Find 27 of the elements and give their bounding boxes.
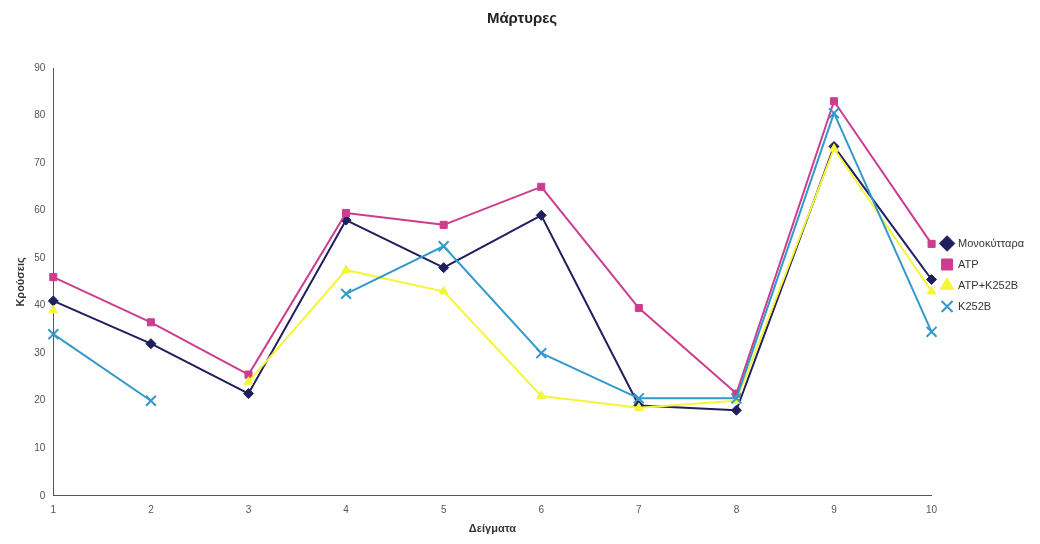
x-axis-title: Δείγματα — [468, 522, 517, 535]
x-tick-label: 1 — [50, 503, 57, 515]
legend-label: K252B — [958, 299, 992, 312]
y-tick-label: 20 — [34, 394, 46, 406]
y-tick-label: 60 — [34, 204, 46, 216]
x-tick-label: 10 — [926, 503, 938, 515]
y-tick-label: 70 — [34, 156, 46, 168]
x-tick-label: 7 — [636, 503, 643, 515]
legend-label: ATP — [958, 257, 979, 270]
x-tick-label: 5 — [440, 503, 447, 515]
y-tick-label: 10 — [34, 442, 46, 454]
legend-label: Μονοκύτταρα — [958, 236, 1025, 249]
x-tick-label: 6 — [538, 503, 545, 515]
x-tick-label: 4 — [343, 503, 350, 515]
y-tick-label: 0 — [39, 489, 46, 501]
y-tick-label: 80 — [34, 109, 46, 121]
y-tick-label: 40 — [34, 299, 46, 311]
legend-label: ATP+K252B — [958, 278, 1019, 291]
x-tick-label: 8 — [733, 503, 740, 515]
x-tick-label: 2 — [148, 503, 155, 515]
y-tick-label: 50 — [34, 251, 46, 263]
y-tick-label: 30 — [34, 346, 46, 358]
chart-title: Μάρτυρες — [486, 9, 558, 27]
x-tick-label: 9 — [831, 503, 838, 515]
y-axis-title: Κρούσεις — [13, 256, 27, 307]
y-tick-label: 90 — [34, 61, 46, 73]
x-tick-label: 3 — [245, 503, 252, 515]
